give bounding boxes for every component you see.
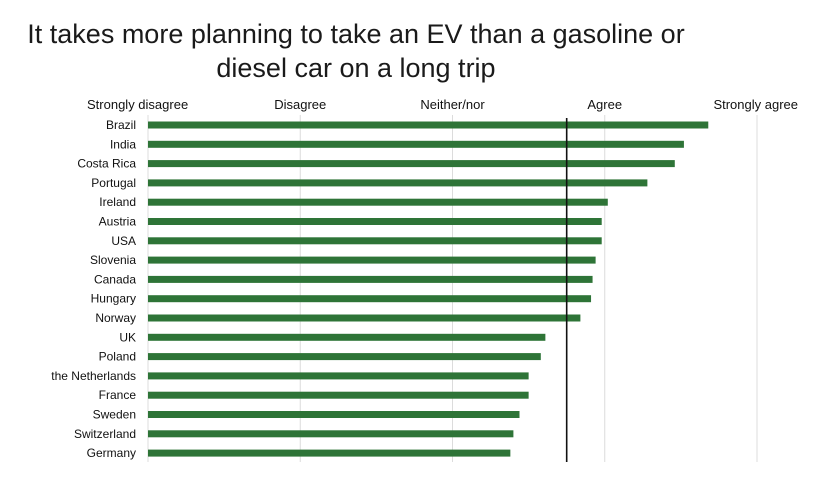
- category-label-brazil: Brazil: [106, 118, 136, 132]
- bar-brazil: [148, 121, 709, 129]
- chart-title-line-2: diesel car on a long trip: [216, 53, 496, 83]
- bar-germany: [148, 449, 511, 457]
- category-label-ireland: Ireland: [99, 195, 136, 209]
- category-label-austria: Austria: [99, 215, 137, 229]
- scale-label-5: Strongly agree: [713, 97, 798, 112]
- scale-labels: Strongly disagree Disagree Neither/nor Agre…: [87, 97, 798, 112]
- bars: [148, 121, 709, 457]
- category-label-slovenia: Slovenia: [90, 253, 136, 267]
- category-label-hungary: Hungary: [91, 292, 136, 306]
- category-label-norway: Norway: [95, 311, 136, 325]
- category-label-poland: Poland: [99, 350, 136, 364]
- bar-canada: [148, 275, 593, 283]
- category-label-the-netherlands: the Netherlands: [51, 369, 136, 383]
- bar-sweden: [148, 411, 520, 418]
- bar-portugal: [148, 179, 648, 187]
- category-label-india: India: [110, 137, 136, 151]
- scale-label-3: Neither/nor: [420, 97, 485, 112]
- bar-ireland: [148, 198, 608, 206]
- category-label-canada: Canada: [94, 272, 136, 286]
- bar-usa: [148, 237, 602, 245]
- category-label-switzerland: Switzerland: [74, 427, 136, 441]
- chart-title-line-1: It takes more planning to take an EV tha…: [27, 19, 685, 49]
- bar-india: [148, 140, 684, 148]
- bar-poland: [148, 353, 541, 361]
- category-label-costa-rica: Costa Rica: [77, 157, 136, 171]
- category-labels: Brazil India Costa Rica Portugal Ireland Aust…: [51, 118, 136, 460]
- category-label-sweden: Sweden: [93, 408, 136, 422]
- category-label-germany: Germany: [87, 446, 136, 460]
- bar-uk: [148, 333, 546, 341]
- bar-slovenia: [148, 256, 596, 264]
- scale-label-1: Strongly disagree: [87, 97, 188, 112]
- scale-label-4: Agree: [587, 97, 622, 112]
- bar-france: [148, 391, 529, 399]
- bar-the-netherlands: [148, 372, 529, 380]
- category-label-uk: UK: [119, 330, 136, 344]
- bar-norway: [148, 314, 581, 322]
- bar-austria: [148, 218, 602, 225]
- bar-hungary: [148, 295, 592, 303]
- category-label-france: France: [99, 388, 137, 402]
- category-label-portugal: Portugal: [91, 176, 136, 190]
- scale-label-2: Disagree: [274, 97, 326, 112]
- bar-costa-rica: [148, 160, 675, 168]
- category-label-usa: USA: [111, 234, 136, 248]
- bar-switzerland: [148, 430, 514, 438]
- gridlines: [147, 115, 758, 462]
